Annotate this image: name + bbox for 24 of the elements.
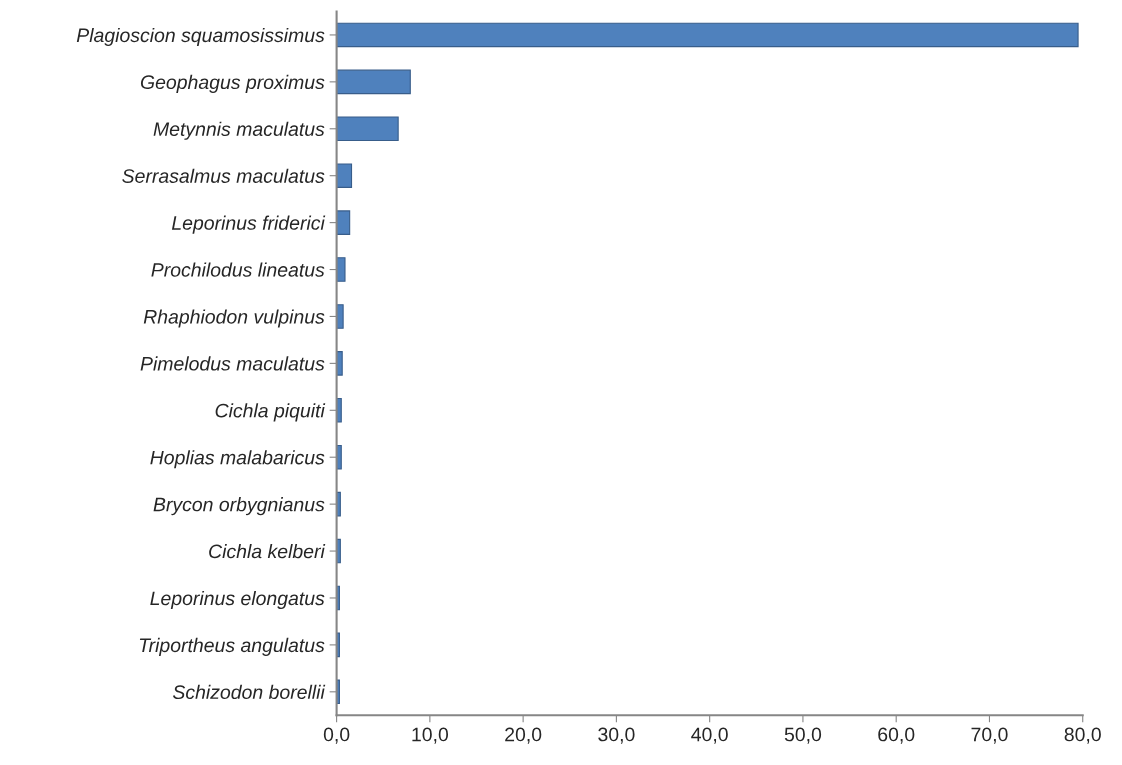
- x-tick-label: 20,0: [505, 727, 542, 744]
- y-tick-label: Leporinus friderici: [171, 215, 326, 234]
- y-tick-label: Pimelodus maculatus: [140, 356, 325, 371]
- y-tick-label: Metynnis maculatus: [153, 121, 325, 140]
- y-tick-label: Hoplias malabaricus: [150, 450, 325, 469]
- y-tick-label: Leporinus elongatus: [150, 590, 325, 610]
- y-tick-label: Schizodon borellii: [172, 684, 326, 700]
- y-tick-label: Plagioscion squamosissimus: [76, 27, 325, 47]
- y-tick-label: Cichla kelberi: [209, 544, 326, 559]
- x-tick-label: 60,0: [878, 727, 915, 744]
- x-tick-label: 30,0: [598, 727, 635, 744]
- y-tick-label: Geophagus proximus: [140, 74, 325, 93]
- y-tick-label: Triportheus angulatus: [139, 637, 325, 656]
- y-tick-label: Brycon orbygnianus: [153, 497, 325, 516]
- y-tick-label: Serrasalmus maculatus: [122, 168, 325, 183]
- x-tick-label: 50,0: [784, 727, 822, 744]
- y-tick-label: Prochilodus lineatus: [151, 262, 325, 277]
- x-tick-label: 0,0: [323, 727, 350, 744]
- x-tick-label: 40,0: [691, 727, 728, 744]
- x-tick-label: 70,0: [971, 727, 1008, 744]
- y-tick-label: Cichla piquiti: [215, 403, 326, 422]
- y-tick-label: Rhaphiodon vulpinus: [143, 309, 325, 328]
- x-tick-label: 80,0: [1064, 727, 1101, 744]
- x-tick-label: 10,0: [412, 727, 449, 744]
